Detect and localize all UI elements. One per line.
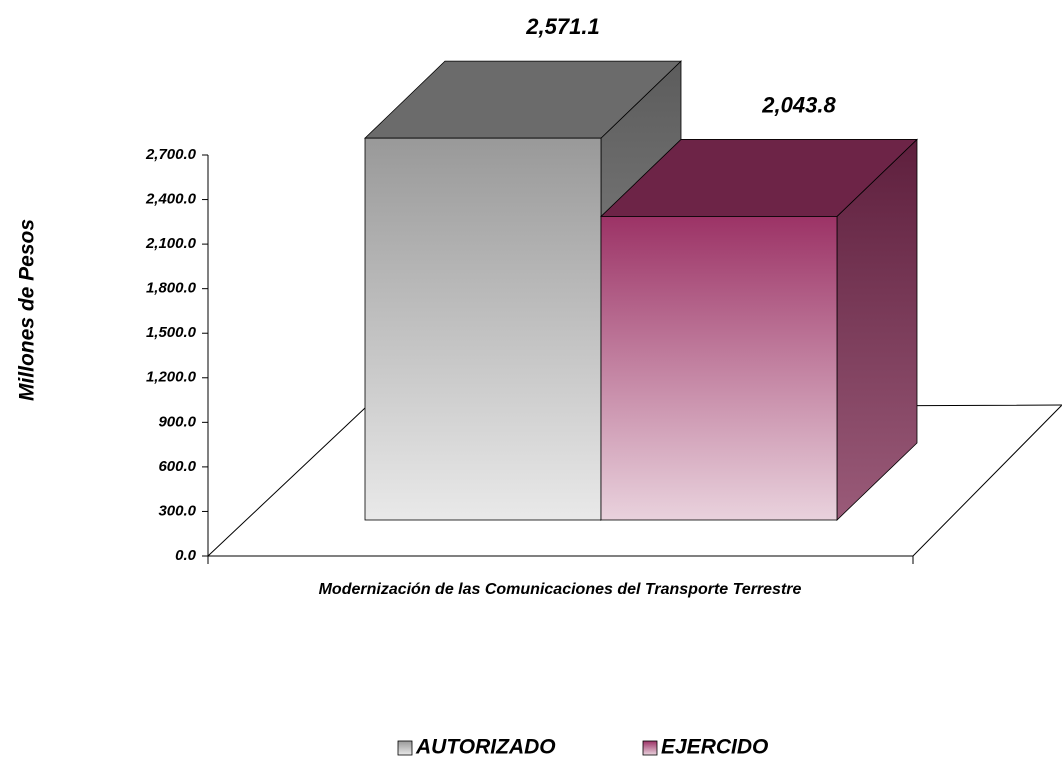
value-label: 2,571.1 (525, 14, 599, 39)
legend-swatch (642, 740, 658, 756)
x-tick-label: Modernización de las Comunicaciones del … (319, 581, 802, 598)
bar (600, 216, 838, 521)
y-tick-label: 2,700.0 (145, 146, 197, 163)
legend-swatch (397, 740, 413, 756)
y-tick-label: 600.0 (158, 458, 196, 475)
y-tick-label: 2,400.0 (145, 191, 197, 208)
legend-label: AUTORIZADO (415, 736, 556, 759)
value-label: 2,043.8 (761, 92, 836, 117)
floor (206, 404, 1062, 557)
y-tick-label: 1,800.0 (146, 280, 197, 297)
y-tick-label: 1,200.0 (146, 369, 197, 386)
y-tick-label: 0.0 (175, 547, 197, 564)
legend-label: EJERCIDO (661, 736, 768, 759)
y-tick-label: 900.0 (158, 413, 196, 430)
bar (364, 137, 602, 521)
y-tick-label: 1,500.0 (146, 324, 197, 341)
y-axis-label: Millones de Pesos (16, 219, 39, 401)
y-tick-label: 300.0 (158, 502, 196, 519)
y-tick-label: 2,100.0 (145, 235, 197, 252)
